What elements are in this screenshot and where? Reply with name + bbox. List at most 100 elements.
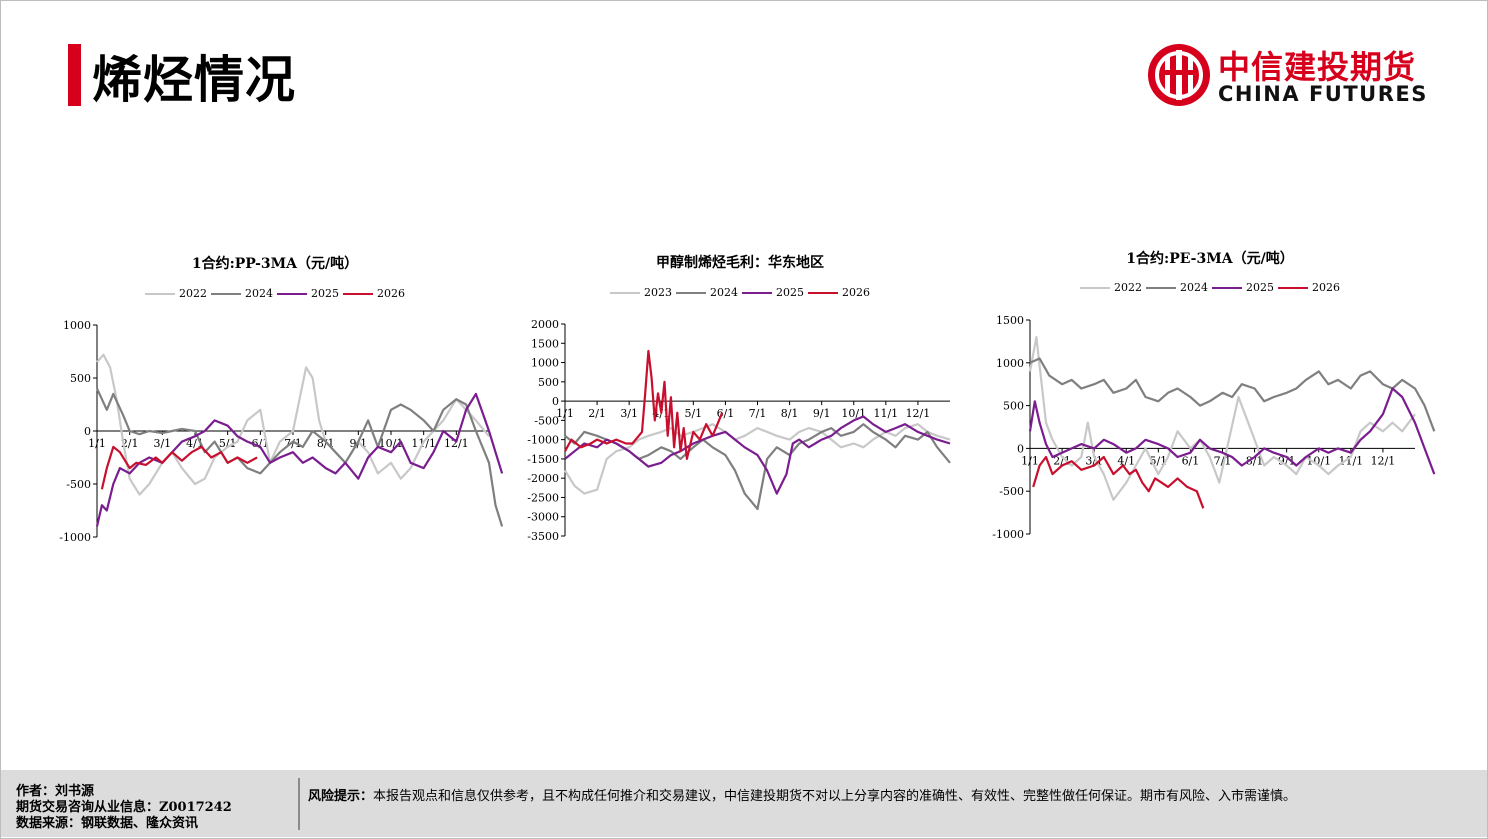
chart-pe-spread: 1合约:PE-3MA（元/吨） 2022 2024 2025 2026 -100… — [980, 245, 1440, 545]
y-tick-label: 500 — [538, 376, 559, 389]
y-tick-label: -1000 — [527, 434, 559, 447]
y-tick-label: 500 — [70, 372, 91, 385]
y-tick-label: -500 — [534, 414, 559, 427]
x-tick-label: 2/1 — [121, 437, 139, 450]
legend-item-2025: 2025 — [277, 287, 339, 300]
legend-item-2025: 2025 — [1212, 281, 1274, 294]
series-line-2025 — [95, 392, 504, 527]
risk-text: 本报告观点和信息仅供参考，且不构成任何推介和交易建议，中信建投期货不对以上分享内… — [373, 789, 1297, 804]
chart-plot: -3500 -3000 -2500 -2000 -1500 -1000 -500 0 500 10… — [527, 318, 951, 543]
x-tick-label: 4/1 — [1117, 454, 1135, 467]
logo-chinese-name: 中信建投期货 — [1218, 48, 1417, 86]
y-tick-label: 0 — [1017, 442, 1024, 455]
x-tick-label: 7/1 — [284, 437, 302, 450]
legend-item-2024: 2024 — [1146, 281, 1208, 294]
y-tick-label: -3500 — [527, 530, 559, 543]
chart-title: 1合约:PE-3MA（元/吨） — [1126, 251, 1294, 267]
y-tick-label: -2500 — [527, 491, 559, 504]
y-tick-label: 2000 — [531, 318, 559, 331]
chart-title: 1合约:PP-3MA（元/吨） — [191, 256, 359, 272]
y-tick-label: 1500 — [996, 314, 1024, 327]
x-tick-label: 11/1 — [873, 407, 898, 420]
y-tick-label: -1000 — [992, 528, 1024, 541]
series-line-2026 — [564, 349, 724, 460]
y-tick-label: 500 — [1003, 400, 1024, 413]
x-tick-label: 12/1 — [444, 437, 469, 450]
citic-emblem-icon — [1148, 44, 1210, 106]
x-tick-label: 2/1 — [588, 407, 606, 420]
series-line-2026 — [1032, 455, 1205, 509]
legend-item-2024: 2024 — [211, 287, 273, 300]
footer: 作者：刘书源 期货交易咨询从业信息：Z0017242 数据来源：钢联数据、隆众资… — [1, 770, 1487, 837]
legend-item-2022: 2022 — [1080, 281, 1142, 294]
x-tick-label: 6/1 — [1182, 454, 1200, 467]
y-tick-label: -500 — [999, 485, 1024, 498]
series-line-2022 — [96, 353, 490, 496]
x-tick-label: 9/1 — [1278, 454, 1296, 467]
license-text: 期货交易咨询从业信息：Z0017242 — [16, 800, 232, 815]
x-tick-label: 10/1 — [1306, 454, 1331, 467]
x-tick-label: 5/1 — [219, 437, 237, 450]
series-line-2022 — [1028, 335, 1416, 501]
series-line-2024 — [1029, 357, 1436, 432]
x-tick-label: 3/1 — [153, 437, 171, 450]
logo-english-name: CHINA FUTURES — [1218, 82, 1428, 106]
series-line-2024 — [96, 388, 504, 527]
x-tick-label: 1/1 — [1021, 454, 1039, 467]
x-tick-label: 1/1 — [556, 407, 574, 420]
x-tick-label: 12/1 — [906, 407, 931, 420]
data-source-text: 数据来源：钢联数据、隆众资讯 — [16, 816, 199, 831]
x-tick-label: 7/1 — [749, 407, 767, 420]
footer-meta: 作者：刘书源 期货交易咨询从业信息：Z0017242 数据来源：钢联数据、隆众资… — [16, 784, 232, 832]
chart-mto-margin: 甲醇制烯烃毛利：华东地区 2023 2024 2025 2026 -3500 -3… — [510, 250, 970, 550]
legend-item-2024: 2024 — [676, 286, 738, 299]
author-text: 作者：刘书源 — [16, 784, 95, 799]
footer-divider — [298, 778, 300, 830]
y-tick-label: -1000 — [59, 531, 91, 544]
y-tick-label: 1500 — [531, 337, 559, 350]
y-tick-label: -3000 — [527, 511, 559, 524]
chart-legend: 2023 2024 2025 2026 — [510, 286, 970, 299]
x-tick-label: 6/1 — [251, 437, 269, 450]
legend-item-2023: 2023 — [610, 286, 672, 299]
x-tick-label: 3/1 — [620, 407, 638, 420]
legend-item-2025: 2025 — [742, 286, 804, 299]
x-tick-label: 10/1 — [841, 407, 866, 420]
x-tick-label: 8/1 — [1246, 454, 1264, 467]
series-line-2023 — [564, 423, 951, 495]
series-line-2026 — [100, 445, 258, 490]
legend-item-2022: 2022 — [145, 287, 207, 300]
x-tick-label: 7/1 — [1214, 454, 1232, 467]
title-accent-bar — [68, 44, 81, 106]
legend-item-2026: 2026 — [808, 286, 870, 299]
y-tick-label: -2000 — [527, 472, 559, 485]
y-tick-label: 0 — [84, 425, 91, 438]
series-line-2024 — [564, 423, 951, 511]
x-tick-label: 5/1 — [684, 407, 702, 420]
y-tick-label: 1000 — [531, 357, 559, 370]
x-tick-label: 12/1 — [1371, 454, 1396, 467]
risk-disclaimer: 风险提示：本报告观点和信息仅供参考，且不构成任何推介和交易建议，中信建投期货不对… — [308, 785, 1296, 804]
y-tick-label: 1000 — [63, 319, 91, 332]
chart-pp-spread: 1合约:PP-3MA（元/吨） 2022 2024 2025 2026 -100… — [40, 250, 510, 550]
legend-item-2026: 2026 — [343, 287, 405, 300]
chart-title: 甲醇制烯烃毛利：华东地区 — [656, 255, 824, 271]
y-tick-label: -1500 — [527, 453, 559, 466]
x-tick-label: 11/1 — [1338, 454, 1363, 467]
x-tick-label: 1/1 — [88, 437, 106, 450]
company-logo: 中信建投期货 CHINA FUTURES — [1146, 40, 1426, 110]
y-tick-label: 1000 — [996, 357, 1024, 370]
legend-item-2026: 2026 — [1278, 281, 1340, 294]
risk-label: 风险提示： — [308, 789, 374, 804]
series-line-2025 — [564, 415, 951, 495]
chart-legend: 2022 2024 2025 2026 — [980, 281, 1440, 294]
x-tick-label: 9/1 — [813, 407, 831, 420]
chart-legend: 2022 2024 2025 2026 — [40, 287, 510, 300]
y-tick-label: 0 — [552, 395, 559, 408]
series-line-2025 — [1028, 387, 1436, 475]
x-tick-label: 8/1 — [781, 407, 799, 420]
y-tick-label: -500 — [66, 478, 91, 491]
page-title: 烯烃情况 — [92, 51, 296, 109]
